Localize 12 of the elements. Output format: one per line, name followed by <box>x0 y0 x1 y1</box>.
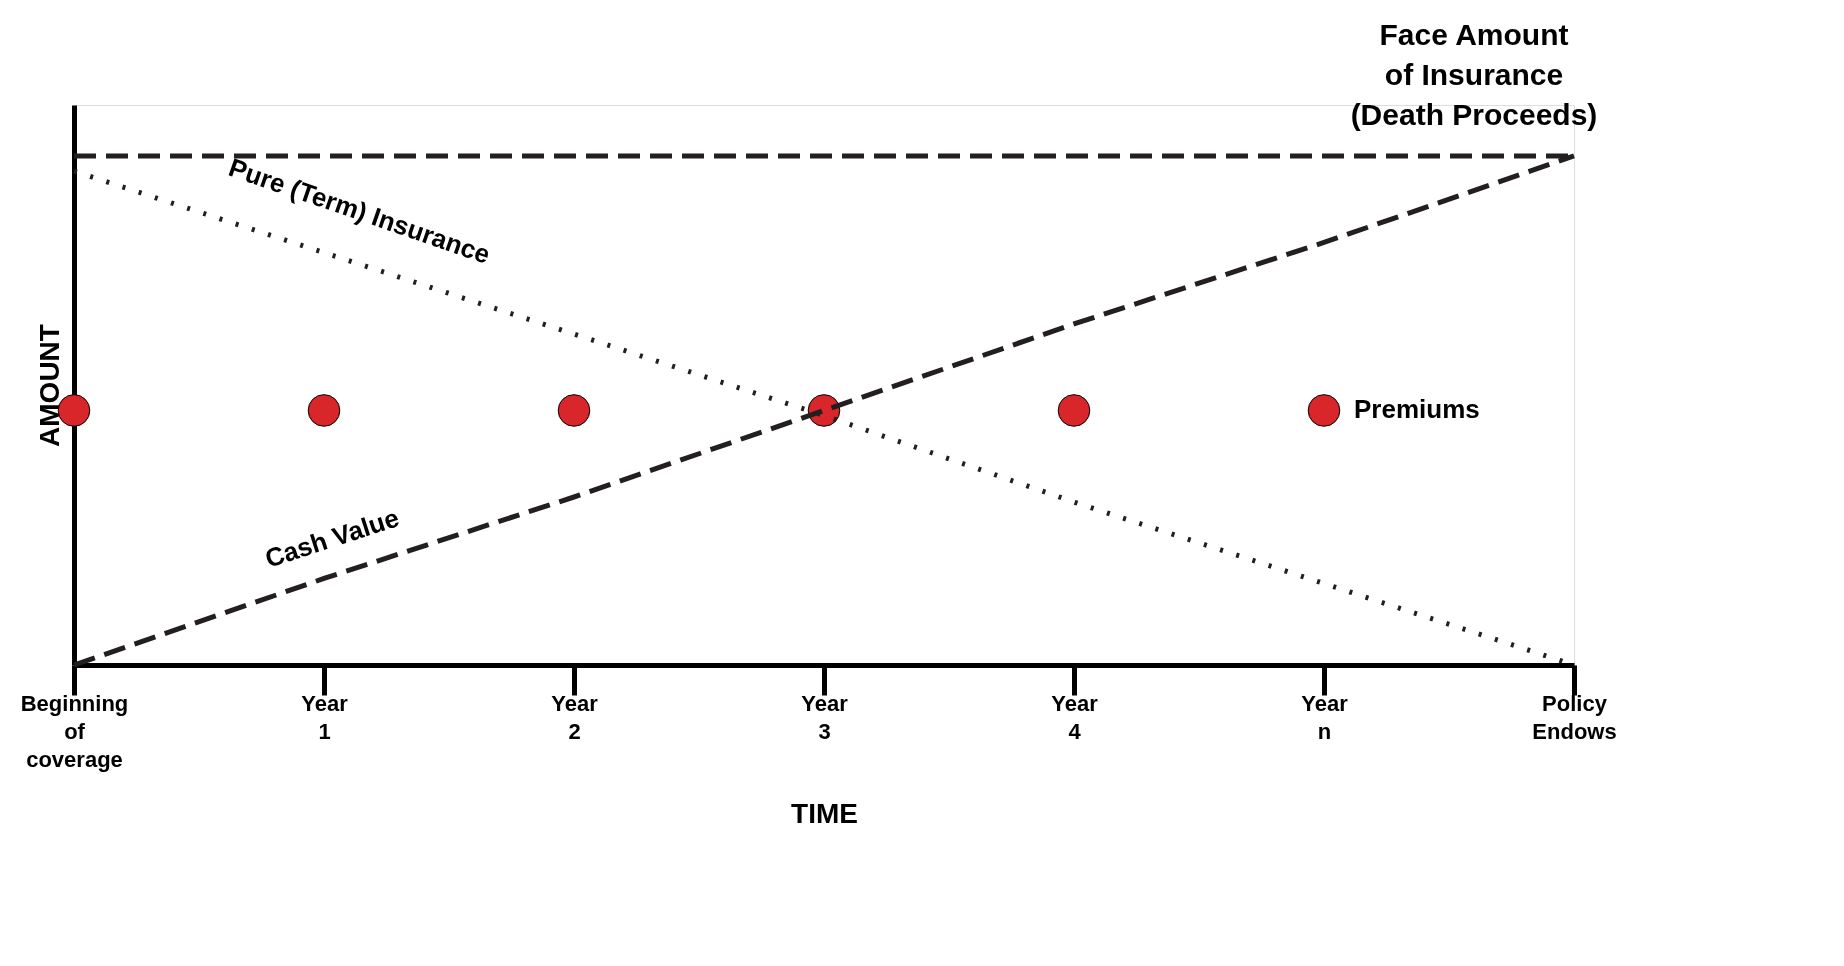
x-tick-label: Year n <box>1301 690 1349 744</box>
y-axis-title: AMOUNT <box>33 324 65 447</box>
series-label: Face Amount of Insurance (Death Proceeds) <box>1350 17 1598 131</box>
x-tick-label: Policy Endows <box>1532 690 1617 744</box>
x-tick-label: Year 3 <box>801 690 849 744</box>
x-tick-label: Beginning of coverage <box>20 690 129 772</box>
text: Cash Value <box>261 502 403 574</box>
x-tick-label: Year 1 <box>301 690 349 744</box>
x-axis-title: TIME <box>791 797 858 829</box>
series-label: Premiums <box>1354 394 1480 425</box>
x-tick-label: Year 4 <box>1051 690 1099 744</box>
x-tick-label: Year 2 <box>551 690 599 744</box>
